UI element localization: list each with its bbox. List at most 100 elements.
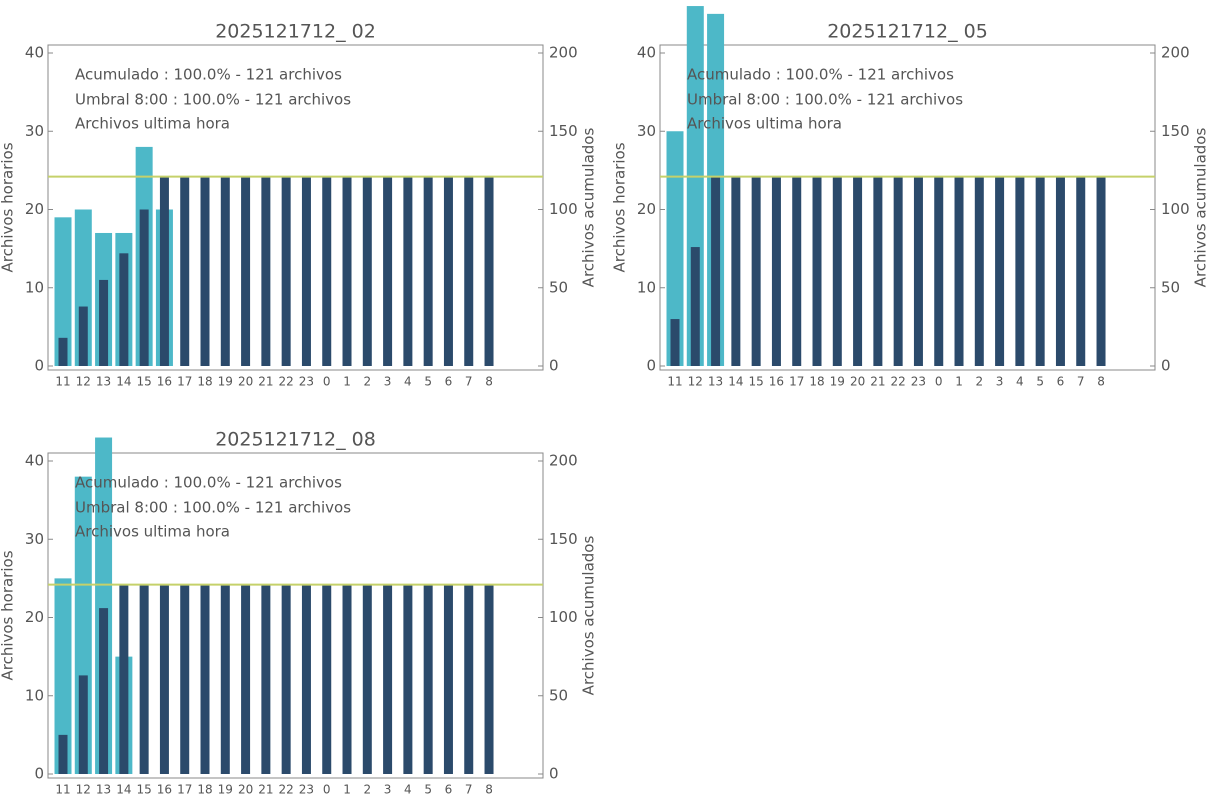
x-tick-label: 6 — [1057, 375, 1065, 389]
x-tick-label: 19 — [218, 375, 233, 389]
x-tick-label: 11 — [55, 375, 70, 389]
bar — [159, 176, 169, 366]
y2-axis-title: Archivos acumulados — [580, 536, 598, 696]
bar — [78, 675, 88, 774]
bar — [241, 176, 251, 366]
bar — [484, 584, 494, 774]
x-tick-label: 14 — [116, 783, 131, 796]
bar — [974, 176, 984, 366]
bar — [220, 176, 230, 366]
y-tick-label: 20 — [25, 608, 44, 626]
x-tick-label: 18 — [197, 783, 212, 796]
bar — [443, 176, 453, 366]
x-tick-label: 2 — [363, 783, 371, 796]
x-tick-label: 7 — [1077, 375, 1085, 389]
x-tick-label: 21 — [258, 375, 273, 389]
y2-axis-title: Archivos acumulados — [1192, 128, 1206, 288]
x-tick-label: 2 — [363, 375, 371, 389]
bar — [383, 176, 393, 366]
y-tick-label: 30 — [25, 530, 44, 548]
y2-tick-label: 100 — [1161, 200, 1190, 218]
x-tick-label: 7 — [465, 783, 473, 796]
y-tick-label: 40 — [25, 44, 44, 62]
bar — [934, 176, 944, 366]
y-axis-title: Archivos horarios — [0, 550, 17, 680]
y-axis-title: Archivos horarios — [611, 142, 629, 272]
bar — [731, 176, 741, 366]
bar — [261, 584, 271, 774]
x-tick-label: 16 — [157, 783, 172, 796]
bar — [180, 176, 190, 366]
plot-frame — [47, 44, 544, 371]
bar — [771, 176, 781, 366]
bar — [792, 176, 802, 366]
x-tick-label: 12 — [688, 375, 703, 389]
bar — [954, 176, 964, 366]
bar — [362, 176, 372, 366]
y-tick-label: 30 — [25, 122, 44, 140]
chart-title: 2025121712_ 08 — [215, 429, 376, 451]
bar — [403, 176, 413, 366]
x-tick-label: 6 — [445, 375, 453, 389]
x-tick-label: 8 — [485, 375, 493, 389]
bar — [58, 734, 68, 774]
x-tick-label: 1 — [343, 783, 351, 796]
bar — [812, 176, 822, 366]
y2-tick-label: 50 — [549, 686, 568, 704]
x-tick-label: 4 — [404, 375, 412, 389]
x-tick-label: 5 — [1036, 375, 1044, 389]
bar — [666, 131, 684, 366]
bar — [893, 176, 903, 366]
y2-tick-label: 200 — [549, 452, 578, 470]
x-tick-label: 4 — [404, 783, 412, 796]
y-tick-label: 40 — [637, 44, 656, 62]
legend-entry: Acumulado : 100.0% - 121 archivos — [687, 66, 954, 84]
bar — [464, 176, 474, 366]
bar — [342, 584, 352, 774]
bar — [873, 176, 883, 366]
x-tick-label: 17 — [177, 783, 192, 796]
x-tick-label: 15 — [749, 375, 764, 389]
bar — [690, 247, 700, 366]
bar — [281, 584, 291, 774]
x-tick-label: 20 — [238, 783, 253, 796]
bar — [383, 584, 393, 774]
y-tick-label: 10 — [25, 278, 44, 296]
y2-tick-label: 0 — [1161, 357, 1171, 375]
bar — [443, 584, 453, 774]
x-tick-label: 22 — [891, 375, 906, 389]
x-tick-label: 13 — [96, 375, 111, 389]
y2-tick-label: 150 — [549, 530, 578, 548]
x-tick-label: 0 — [323, 783, 331, 796]
legend-entry: Archivos ultima hora — [75, 523, 230, 541]
chart-title: 2025121712_ 05 — [827, 21, 988, 43]
x-tick-label: 11 — [55, 783, 70, 796]
x-tick-label: 4 — [1016, 375, 1024, 389]
x-tick-label: 22 — [279, 375, 294, 389]
bar — [464, 584, 474, 774]
y2-tick-label: 50 — [1161, 278, 1180, 296]
y2-tick-label: 150 — [1161, 122, 1190, 140]
y-tick-label: 10 — [25, 686, 44, 704]
y2-tick-label: 150 — [549, 122, 578, 140]
x-tick-label: 3 — [996, 375, 1004, 389]
bar — [322, 176, 332, 366]
x-tick-label: 18 — [809, 375, 824, 389]
legend-entry: Umbral 8:00 : 100.0% - 121 archivos — [75, 499, 351, 517]
x-tick-label: 1 — [343, 375, 351, 389]
bar — [99, 279, 109, 366]
bar — [1096, 176, 1106, 366]
bar — [99, 608, 109, 774]
bar — [1015, 176, 1025, 366]
x-tick-label: 8 — [1097, 375, 1105, 389]
y-tick-label: 0 — [34, 357, 44, 375]
bar — [832, 176, 842, 366]
y2-tick-label: 0 — [549, 357, 559, 375]
bar — [200, 176, 210, 366]
bar — [913, 176, 923, 366]
x-tick-label: 20 — [238, 375, 253, 389]
x-tick-label: 14 — [728, 375, 743, 389]
bar — [119, 584, 129, 774]
y2-tick-label: 200 — [549, 44, 578, 62]
